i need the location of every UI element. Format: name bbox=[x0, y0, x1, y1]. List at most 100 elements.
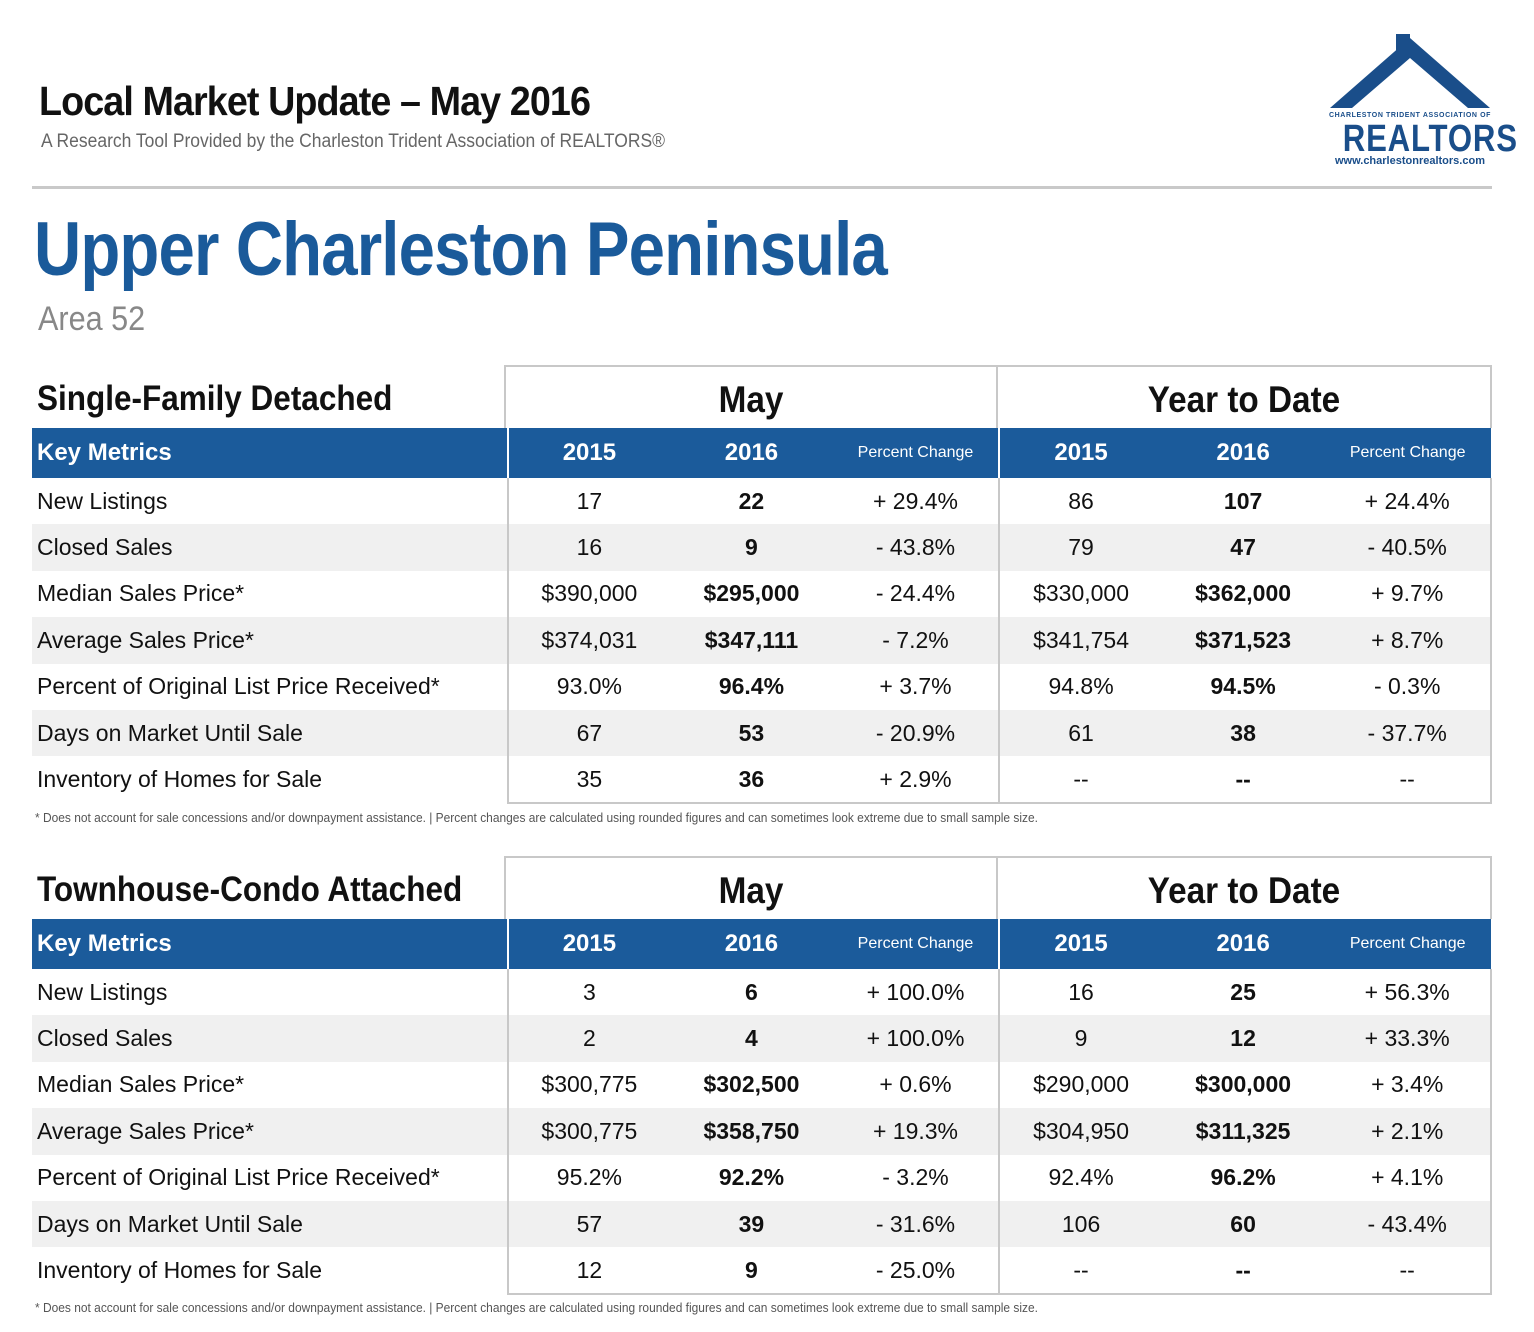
cell-ytd-pct: + 24.4% bbox=[1324, 478, 1492, 525]
cell-month-2016: 96.4% bbox=[718, 673, 785, 700]
cell-month-pct: + 19.3% bbox=[872, 1117, 959, 1144]
table-row: New Listings 3 6 + 100.0% 16 25 + 56.3% bbox=[32, 969, 1492, 1016]
table-row: Average Sales Price* $300,775 $358,750 + 19… bbox=[32, 1108, 1492, 1155]
cell-ytd-2015: $290,000 bbox=[998, 1061, 1162, 1109]
col-ytd-2016: 2016 bbox=[1216, 439, 1270, 466]
cell-month-2015: 16 bbox=[506, 524, 671, 571]
col-month-pct: Percent Change bbox=[857, 444, 974, 461]
section-townhouse-condo: Townhouse-Condo Attached May Year to Dat… bbox=[32, 856, 1492, 1315]
cell-month-pct: - 43.8% bbox=[875, 534, 956, 561]
cell-month-pct: + 29.4% bbox=[872, 487, 959, 514]
cell-month-2016: 9 bbox=[745, 534, 758, 561]
cell-month-2015: 12 bbox=[506, 1247, 671, 1295]
cell-ytd-2015: -- bbox=[998, 756, 1162, 804]
table-row: Median Sales Price* $390,000 $295,000 - 24.… bbox=[32, 570, 1492, 618]
cell-ytd-2016: 12 bbox=[1230, 1025, 1256, 1052]
col-month-pct: Percent Change bbox=[857, 935, 974, 952]
area-title: Upper Charleston Peninsula bbox=[34, 207, 888, 292]
cell-ytd-2015: $304,950 bbox=[998, 1108, 1162, 1155]
cell-ytd-2016: 107 bbox=[1223, 487, 1263, 514]
cell-month-pct: + 100.0% bbox=[866, 1025, 965, 1052]
cell-metric: Median Sales Price* bbox=[37, 580, 245, 607]
cell-ytd-2015: -- bbox=[998, 1247, 1162, 1295]
cell-ytd-2015: 86 bbox=[998, 478, 1162, 525]
cell-month-2015: $300,775 bbox=[506, 1061, 671, 1109]
cell-ytd-2015: 79 bbox=[998, 524, 1162, 571]
cell-month-2016: 39 bbox=[738, 1210, 765, 1237]
cell-month-pct: - 20.9% bbox=[875, 719, 956, 746]
table-row: Average Sales Price* $374,031 $347,111 - 7.… bbox=[32, 617, 1492, 664]
footnote: * Does not account for sale concessions … bbox=[35, 1300, 1038, 1315]
cell-month-pct: - 7.2% bbox=[882, 626, 949, 653]
table-row: Closed Sales 2 4 + 100.0% 9 12 + 33.3% bbox=[32, 1015, 1492, 1062]
cell-ytd-pct: + 2.1% bbox=[1324, 1108, 1492, 1155]
section-title: Townhouse-Condo Attached bbox=[37, 870, 463, 909]
logo-brand: REALTORS bbox=[1342, 118, 1518, 160]
table-row: Inventory of Homes for Sale 35 36 + 2.9% -- -… bbox=[32, 756, 1492, 804]
cell-metric: Percent of Original List Price Received* bbox=[37, 673, 440, 700]
cell-month-2016: $295,000 bbox=[703, 580, 800, 607]
table-header-row: Key Metrics 2015 2016 Percent Change 201… bbox=[32, 919, 1491, 969]
cell-month-2016: 36 bbox=[670, 756, 833, 804]
report-subtitle: A Research Tool Provided by the Charlest… bbox=[41, 131, 666, 152]
cell-month-pct: + 2.9% bbox=[832, 756, 1000, 804]
cell-ytd-2015: 9 bbox=[998, 1015, 1162, 1062]
cell-month-2015: 57 bbox=[506, 1200, 671, 1248]
cell-metric: Days on Market Until Sale bbox=[37, 719, 303, 746]
cell-ytd-pct: -- bbox=[1324, 756, 1492, 804]
footnote: * Does not account for sale concessions … bbox=[35, 810, 1038, 825]
cell-month-pct: - 31.6% bbox=[875, 1210, 956, 1237]
cell-ytd-2016: -- bbox=[1161, 756, 1325, 804]
logo-url: www.charlestonrealtors.com bbox=[1335, 155, 1485, 167]
cell-month-2015: 17 bbox=[506, 478, 671, 525]
section-header: Townhouse-Condo Attached May Year to Dat… bbox=[32, 856, 1492, 919]
cell-month-2016: 6 bbox=[745, 978, 758, 1005]
cell-ytd-2016: $371,523 bbox=[1195, 626, 1292, 653]
report-header: Local Market Update – May 2016 A Researc… bbox=[32, 0, 1518, 190]
section-single-family: Single-Family Detached May Year to Date … bbox=[32, 365, 1492, 825]
cell-ytd-pct: + 8.7% bbox=[1324, 617, 1492, 664]
cell-metric: New Listings bbox=[37, 487, 168, 514]
cell-month-2016: 4 bbox=[745, 1025, 758, 1052]
cell-ytd-pct: - 43.4% bbox=[1324, 1200, 1492, 1248]
cell-ytd-pct: + 3.4% bbox=[1324, 1061, 1492, 1109]
cell-metric: Inventory of Homes for Sale bbox=[37, 766, 323, 793]
cell-month-2015: 3 bbox=[506, 969, 671, 1016]
cell-month-pct: - 3.2% bbox=[882, 1164, 949, 1191]
cell-month-2015: 67 bbox=[506, 709, 671, 757]
group-header-ytd: Year to Date bbox=[996, 856, 1492, 919]
cell-ytd-pct: - 0.3% bbox=[1324, 663, 1492, 710]
cell-ytd-2015: 92.4% bbox=[998, 1154, 1162, 1201]
table-row: Percent of Original List Price Received*… bbox=[32, 663, 1492, 710]
cell-metric: New Listings bbox=[37, 978, 168, 1005]
table-row: New Listings 17 22 + 29.4% 86 107 + 24.4% bbox=[32, 478, 1492, 525]
group-header-ytd: Year to Date bbox=[996, 365, 1492, 428]
cell-month-2016: $358,750 bbox=[703, 1117, 800, 1144]
section-header: Single-Family Detached May Year to Date bbox=[32, 365, 1492, 428]
group-header-month: May bbox=[504, 365, 998, 428]
cell-ytd-2015: $341,754 bbox=[998, 617, 1162, 664]
cell-month-2015: 2 bbox=[506, 1015, 671, 1062]
cell-ytd-2015: 61 bbox=[998, 709, 1162, 757]
report-title: Local Market Update – May 2016 bbox=[39, 78, 591, 124]
cell-ytd-pct: + 33.3% bbox=[1324, 1015, 1492, 1062]
cell-metric: Inventory of Homes for Sale bbox=[37, 1257, 323, 1284]
group-header-month: May bbox=[504, 856, 998, 919]
cell-ytd-2016: $311,325 bbox=[1195, 1117, 1291, 1144]
cell-metric: Percent of Original List Price Received* bbox=[37, 1164, 440, 1191]
table-row: Percent of Original List Price Received*… bbox=[32, 1154, 1492, 1201]
cell-ytd-pct: -- bbox=[1324, 1247, 1492, 1295]
col-key-metrics: Key Metrics bbox=[37, 930, 172, 957]
cell-ytd-2016: -- bbox=[1161, 1247, 1325, 1295]
cell-ytd-2015: $330,000 bbox=[998, 570, 1162, 618]
realtors-logo: CHARLESTON TRIDENT ASSOCIATION OF REALTO… bbox=[1328, 34, 1518, 170]
cell-ytd-2016: 96.2% bbox=[1210, 1164, 1276, 1191]
cell-month-2016: 92.2% bbox=[718, 1164, 785, 1191]
cell-metric: Days on Market Until Sale bbox=[37, 1210, 303, 1237]
table-row: Closed Sales 16 9 - 43.8% 79 47 - 40.5% bbox=[32, 524, 1492, 571]
cell-ytd-2016: 25 bbox=[1230, 978, 1256, 1005]
col-ytd-pct: Percent Change bbox=[1349, 444, 1466, 461]
section-title: Single-Family Detached bbox=[37, 379, 393, 418]
cell-ytd-pct: + 4.1% bbox=[1324, 1154, 1492, 1201]
col-ytd-2015: 2015 bbox=[998, 428, 1162, 478]
